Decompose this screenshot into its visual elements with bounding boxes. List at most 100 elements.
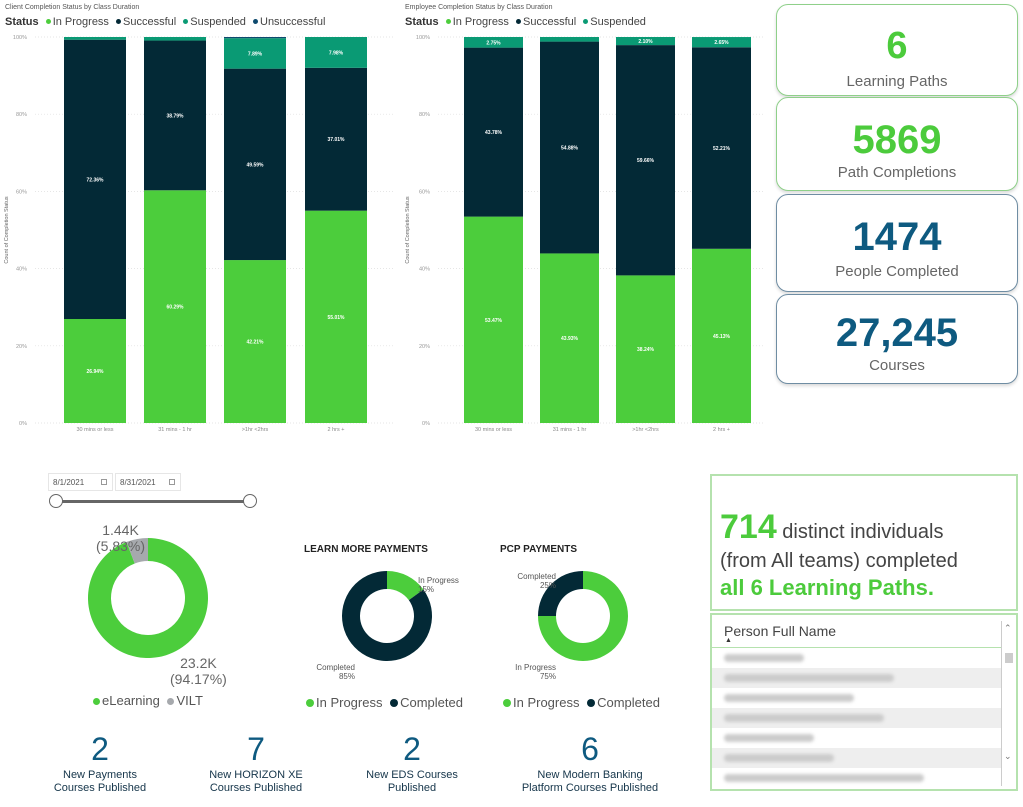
vilt-data-label: 1.44K (5.83%) xyxy=(96,522,145,554)
scroll-down-icon[interactable]: ⌄ xyxy=(1004,751,1012,761)
data-label: 7.89% xyxy=(248,51,263,57)
redacted-name xyxy=(724,774,924,782)
sort-ascending-icon[interactable]: ▲ xyxy=(725,637,732,644)
legend-dot-suspended xyxy=(183,19,189,25)
bar-segment-in-progress xyxy=(692,248,751,423)
bar-segment-successful xyxy=(464,47,523,217)
y-tick-label: 80% xyxy=(419,112,430,118)
elearning-data-label: 23.2K (94.17%) xyxy=(170,655,227,687)
legend-elearning[interactable]: eLearning xyxy=(102,693,160,708)
published-label-line1: New HORIZON XE xyxy=(209,769,303,781)
published-label-line1: New Modern Banking xyxy=(537,769,643,781)
date-range-start-handle[interactable] xyxy=(49,494,63,508)
vilt-percent: (5.83%) xyxy=(96,538,146,555)
column-header-person-full-name[interactable]: Person Full Name xyxy=(724,623,837,639)
new-modern-banking-courses-card: 6 New Modern Banking Platform Courses Pub… xyxy=(505,733,675,795)
start-date-input[interactable]: 8/1/2021 xyxy=(48,473,113,491)
bar-segment-in-progress xyxy=(224,260,286,423)
data-label: 72.36% xyxy=(87,177,105,183)
y-axis-label: Count of Completion Status xyxy=(4,196,10,264)
kpi-label: People Completed xyxy=(835,263,959,280)
legend-successful[interactable]: Successful xyxy=(523,16,577,28)
bar-segment-successful xyxy=(540,41,599,254)
pcp-completed-label: Completed 25% xyxy=(510,572,556,591)
scroll-up-icon[interactable]: ⌃ xyxy=(1004,623,1012,633)
legend-completed[interactable]: Completed xyxy=(597,695,660,710)
kpi-card-path-completions: 5869 Path Completions xyxy=(776,97,1018,191)
x-tick-label: >1hr <2hrs xyxy=(242,427,269,433)
published-count: 6 xyxy=(581,731,599,767)
legend-dot-in-progress xyxy=(45,19,51,25)
redacted-name xyxy=(724,694,854,702)
y-tick-label: 0% xyxy=(422,421,430,427)
client-chart-legend: Status In Progress Successful Suspended … xyxy=(5,16,325,28)
data-label: 53.47% xyxy=(485,318,503,324)
legend-dot-in-progress xyxy=(445,19,451,25)
legend-title: Status xyxy=(5,16,39,28)
kpi-label: Learning Paths xyxy=(846,73,948,90)
data-label: 55.01% xyxy=(328,315,346,321)
y-tick-label: 80% xyxy=(16,112,27,118)
published-count: 7 xyxy=(247,731,265,767)
legend-dot-vilt xyxy=(167,697,175,705)
legend-vilt[interactable]: VILT xyxy=(176,693,203,708)
table-row[interactable] xyxy=(712,688,1002,708)
legend-suspended[interactable]: Suspended xyxy=(190,16,246,28)
legend-in-progress[interactable]: In Progress xyxy=(452,16,509,28)
bar-segment-in-progress xyxy=(305,210,367,423)
start-date-value: 8/1/2021 xyxy=(53,478,85,487)
legend-successful[interactable]: Successful xyxy=(123,16,177,28)
table-row[interactable] xyxy=(712,668,1002,688)
bar-segment-in-progress xyxy=(540,253,599,423)
legend-dot-successful xyxy=(516,19,521,25)
legend-in-progress[interactable]: In Progress xyxy=(316,695,383,710)
bar-segment-successful xyxy=(305,67,367,211)
calendar-icon[interactable] xyxy=(169,479,175,485)
donut-slice-in-progress xyxy=(387,571,424,601)
legend-dot-successful xyxy=(116,19,121,25)
legend-dot-suspended xyxy=(583,19,589,25)
table-row[interactable] xyxy=(712,748,1002,768)
legend-suspended[interactable]: Suspended xyxy=(590,16,646,28)
redacted-name xyxy=(724,654,804,662)
published-label-line1: New EDS Courses xyxy=(366,769,458,781)
label-percent: 85% xyxy=(338,671,355,681)
data-label: 38.79% xyxy=(167,113,185,119)
calendar-icon[interactable] xyxy=(101,479,107,485)
data-label: 45.13% xyxy=(713,334,731,340)
table-row[interactable] xyxy=(712,648,1002,668)
bar-segment-suspended xyxy=(692,37,751,48)
y-tick-label: 60% xyxy=(16,189,27,195)
label-percent: 15% xyxy=(418,584,435,594)
data-label: 52.21% xyxy=(713,146,731,152)
donut-slice-in-progress xyxy=(538,571,628,661)
x-tick-label: >1hr <2hrs xyxy=(632,427,659,433)
scrollbar-thumb[interactable] xyxy=(1005,653,1013,663)
table-row[interactable] xyxy=(712,768,1002,788)
x-tick-label: 31 mins - 1 hr xyxy=(158,427,192,433)
kpi-label: Path Completions xyxy=(837,164,957,181)
legend-in-progress[interactable]: In Progress xyxy=(513,695,580,710)
x-tick-label: 30 mins or less xyxy=(475,427,512,433)
legend-completed[interactable]: Completed xyxy=(400,695,463,710)
bar-segment-suspended xyxy=(464,37,523,48)
table-scrollbar[interactable]: ⌃ ⌄ xyxy=(1001,621,1016,786)
redacted-name xyxy=(724,674,894,682)
y-tick-label: 20% xyxy=(16,344,27,350)
legend-in-progress[interactable]: In Progress xyxy=(52,16,109,28)
date-range-slider-track[interactable] xyxy=(56,500,250,503)
table-row[interactable] xyxy=(712,728,1002,748)
data-label: 2.10% xyxy=(638,39,653,45)
bar-segment-in-progress xyxy=(64,319,126,423)
end-date-input[interactable]: 8/31/2021 xyxy=(115,473,181,491)
legend-unsuccessful[interactable]: Unsuccessful xyxy=(260,16,326,28)
kpi-card-learning-paths: 6 Learning Paths xyxy=(776,4,1018,96)
table-row[interactable] xyxy=(712,708,1002,728)
donut-slice-elearning xyxy=(88,538,208,658)
date-range-end-handle[interactable] xyxy=(243,494,257,508)
table-header[interactable]: Person Full Name ▲ xyxy=(712,615,1002,648)
employee-stacked-bar-chart: 0% 20% 40% 60% 80% 100% Count of Completion St… xyxy=(405,35,765,433)
completion-summary-card: 714 distinct individuals (from All teams… xyxy=(710,474,1018,611)
elearning-percent: (94.17%) xyxy=(170,671,227,688)
pcp-in-progress-label: In Progress 75% xyxy=(509,663,556,682)
